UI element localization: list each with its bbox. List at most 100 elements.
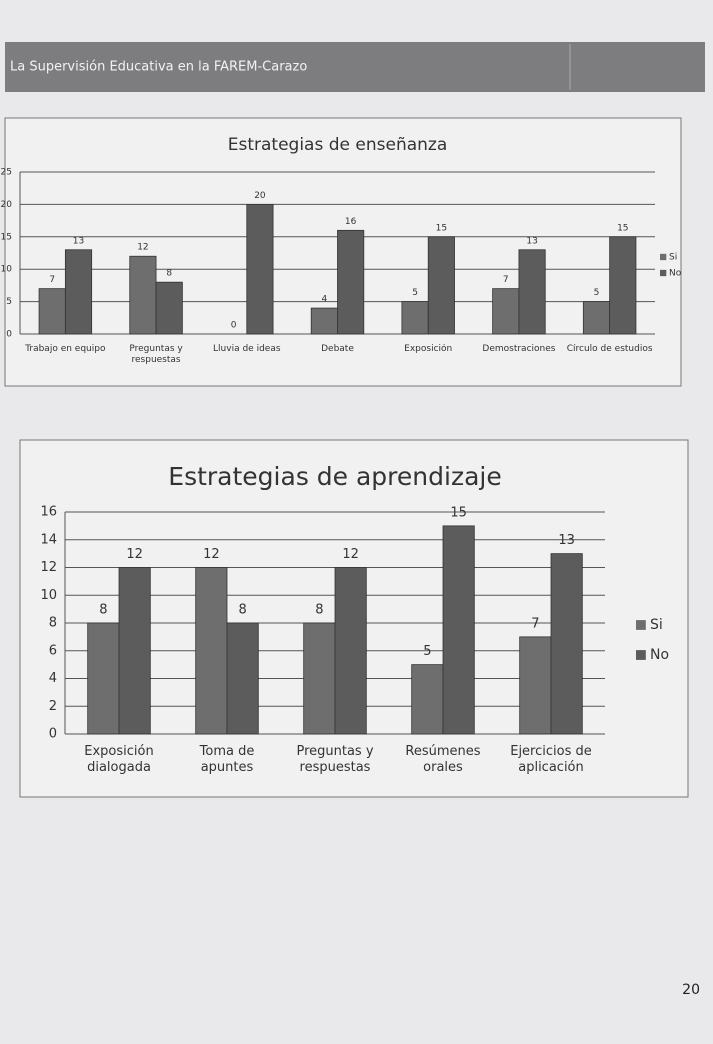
bar (411, 664, 444, 735)
bar (442, 525, 475, 735)
x-tick-label: Toma de apuntes (199, 744, 255, 775)
legend-swatch (636, 650, 646, 660)
x-tick-label-box: Resúmenes orales (405, 744, 481, 775)
bar (195, 567, 228, 735)
bar (155, 281, 183, 335)
data-label: 13 (73, 236, 84, 246)
data-label: 13 (558, 533, 575, 548)
bar (334, 567, 367, 735)
data-label: 5 (423, 644, 431, 659)
bar (401, 301, 429, 335)
y-tick-label: 12 (40, 560, 57, 575)
y-tick-label: 16 (40, 505, 57, 520)
y-tick-label: 10 (1, 265, 13, 275)
legend-swatch (636, 620, 646, 630)
x-tick-label: Exposición (404, 344, 453, 354)
x-tick-label-box: Toma de apuntes (199, 744, 255, 775)
bar (303, 622, 336, 735)
x-tick-label-box: Debate (321, 344, 354, 354)
data-label: 16 (345, 217, 357, 227)
data-label: 8 (239, 603, 247, 618)
x-tick-label: Preguntas y respuestas (129, 344, 183, 365)
x-tick-label: Lluvia de ideas (213, 344, 281, 354)
x-tick-label-box: Preguntas y respuestas (296, 744, 374, 775)
bar (518, 249, 546, 335)
x-tick-label-box: Exposición (404, 344, 453, 354)
x-tick-label: Círculo de estudios (566, 344, 653, 354)
y-tick-label: 25 (1, 168, 12, 178)
data-label: 8 (99, 603, 107, 618)
data-label: 12 (342, 547, 359, 562)
data-label: 8 (315, 603, 323, 618)
x-tick-label: Debate (321, 344, 354, 354)
x-tick-label: Resúmenes orales (405, 744, 481, 775)
data-label: 12 (137, 243, 148, 253)
x-tick-label: Trabajo en equipo (25, 344, 106, 354)
data-label: 5 (412, 288, 418, 298)
bar (118, 567, 151, 735)
y-tick-label: 2 (49, 699, 57, 714)
y-tick-label: 20 (1, 200, 13, 210)
bar (492, 288, 520, 335)
x-tick-label: Demostraciones (482, 344, 556, 354)
legend-label: Si (669, 253, 677, 263)
legend-label: Si (650, 617, 663, 633)
y-tick-label: 0 (49, 727, 57, 742)
x-tick-label-box: Trabajo en equipo (25, 344, 106, 354)
bar (427, 236, 455, 335)
y-tick-label: 8 (49, 616, 57, 631)
bar (246, 203, 274, 335)
data-label: 7 (503, 275, 509, 285)
data-label: 0 (231, 321, 237, 331)
page-number: 20 (682, 982, 700, 998)
data-label: 15 (436, 223, 447, 233)
y-tick-label: 14 (40, 532, 57, 547)
x-tick-label-box: Lluvia de ideas (213, 344, 281, 354)
y-tick-label: 6 (49, 643, 57, 658)
data-label: 12 (203, 547, 220, 562)
data-label: 4 (321, 295, 327, 305)
x-tick-label-box: Preguntas y respuestas (129, 344, 183, 365)
x-tick-label: Exposición dialogada (84, 744, 154, 775)
y-tick-label: 15 (1, 232, 12, 242)
legend-label: No (650, 647, 669, 663)
data-label: 8 (166, 269, 172, 279)
legend-label: No (669, 269, 682, 279)
bar (310, 307, 338, 335)
chart-title: Estrategias de aprendizaje (168, 462, 501, 491)
bar (519, 636, 552, 735)
x-tick-label-box: Demostraciones (482, 344, 556, 354)
data-label: 13 (526, 236, 537, 246)
data-label: 5 (594, 288, 600, 298)
x-tick-label-box: Exposición dialogada (84, 744, 154, 775)
y-tick-label: 4 (49, 671, 57, 686)
bar (38, 288, 66, 335)
x-tick-label: Preguntas y respuestas (296, 744, 374, 775)
y-tick-label: 10 (40, 588, 57, 603)
data-label: 15 (450, 505, 467, 520)
data-label: 7 (49, 275, 55, 285)
header-title: La Supervisión Educativa en la FAREM-Car… (10, 60, 307, 75)
data-label: 7 (531, 616, 539, 631)
y-tick-label: 5 (6, 297, 12, 307)
chart-title: Estrategias de enseñanza (228, 135, 448, 155)
bar (550, 553, 583, 735)
bar (337, 229, 365, 335)
x-tick-label: Ejercicios de aplicación (510, 744, 592, 775)
bar (226, 622, 259, 735)
legend-swatch (660, 269, 667, 277)
x-tick-label-box: Ejercicios de aplicación (510, 744, 592, 775)
y-tick-label: 0 (6, 330, 12, 340)
bar (582, 301, 611, 335)
data-label: 15 (617, 223, 628, 233)
header-band (5, 42, 705, 92)
x-tick-label-box: Círculo de estudios (566, 344, 653, 354)
legend-swatch (660, 253, 667, 261)
bar (129, 255, 157, 335)
data-label: 20 (254, 191, 266, 201)
bar (87, 622, 120, 735)
data-label: 12 (126, 547, 143, 562)
bar (609, 236, 637, 335)
bar (64, 249, 93, 335)
